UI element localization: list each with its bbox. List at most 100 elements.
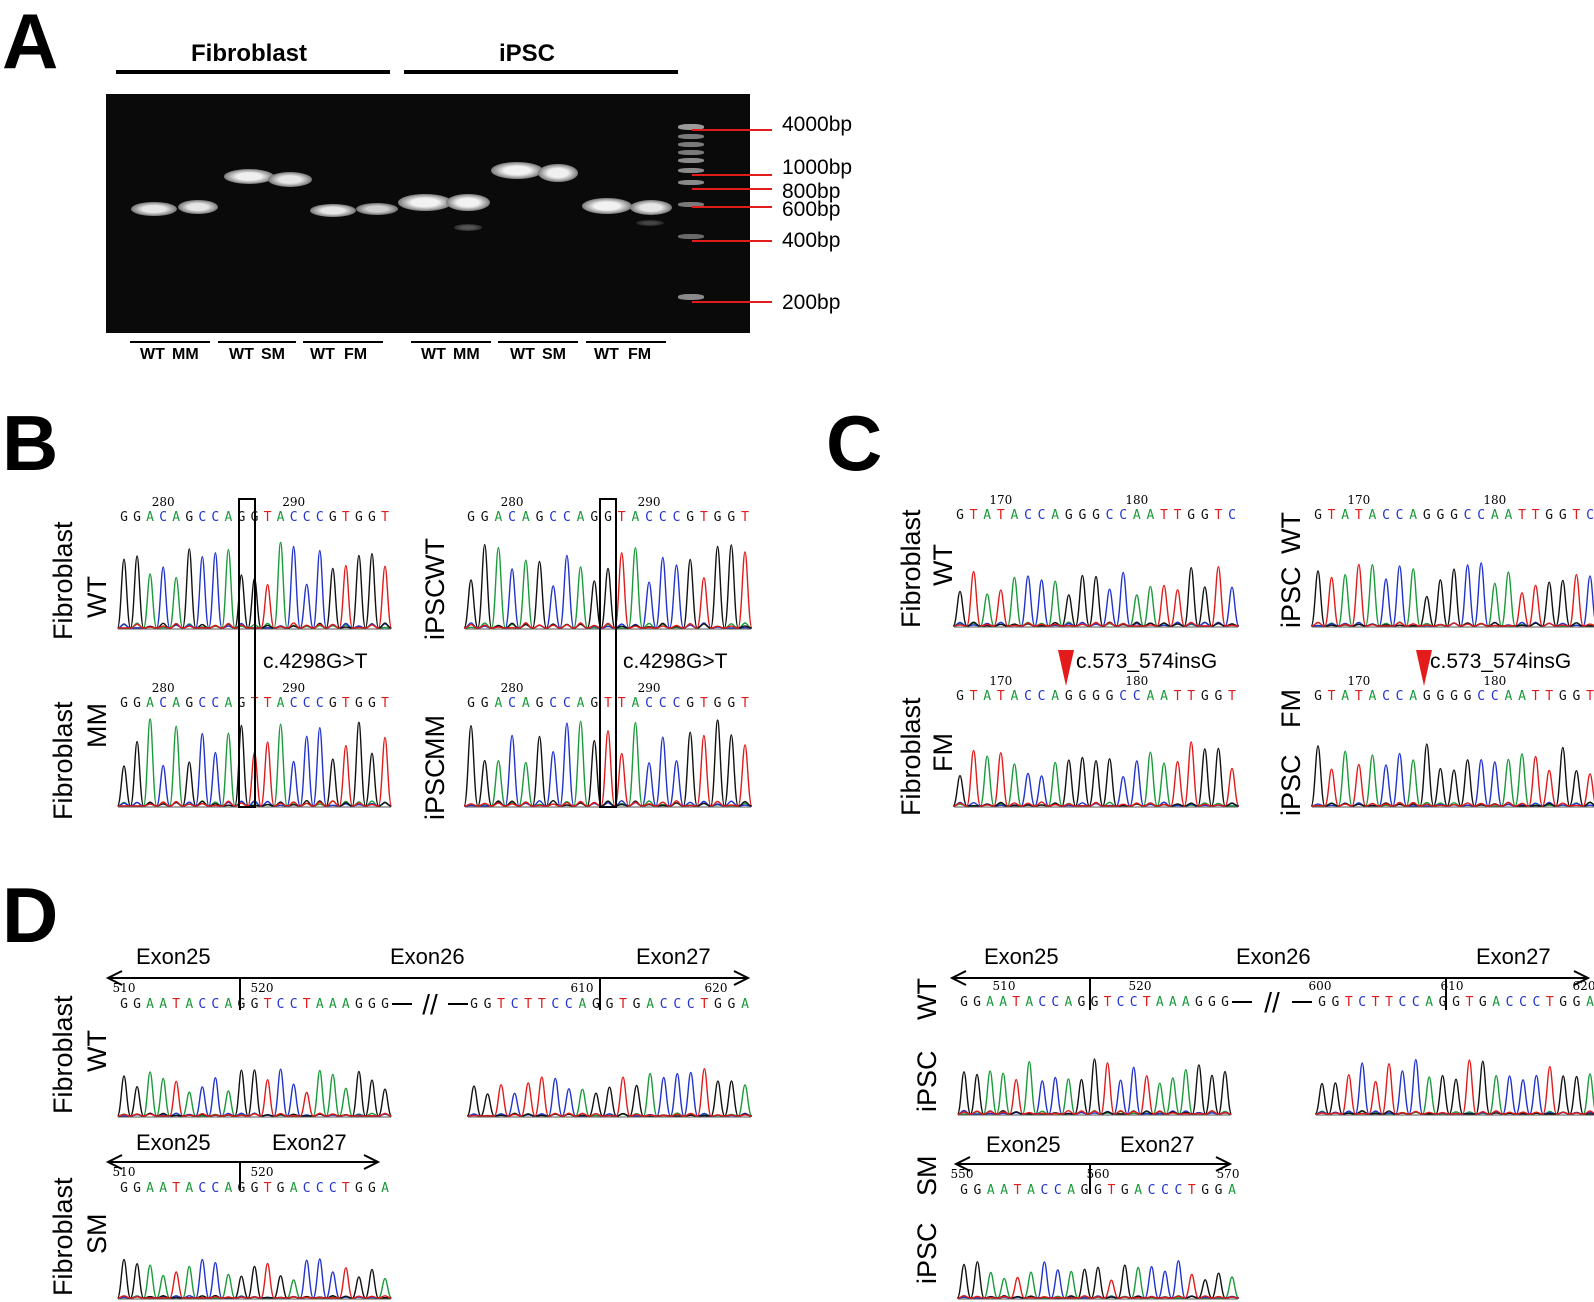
exon-arrow	[953, 1156, 971, 1172]
sequence-break: //	[422, 989, 438, 1020]
sequence-base: C	[508, 696, 516, 711]
sequence-base: G	[606, 997, 614, 1012]
sequence-base: C	[1477, 689, 1485, 704]
ladder-band	[678, 158, 704, 163]
exon-label-25-ipsc: Exon25	[984, 944, 1059, 969]
sequence-base: G	[1573, 995, 1581, 1010]
sequence-base: G	[368, 696, 376, 711]
sequence-base: G	[956, 508, 964, 523]
sequence-base: C	[1398, 995, 1406, 1010]
sequence-base: A	[1341, 508, 1349, 523]
sequence-base: C	[329, 1181, 337, 1196]
sequence-base: G	[467, 696, 475, 711]
sequence-base: G	[368, 1181, 376, 1196]
sequence-base: A	[1146, 689, 1154, 704]
sequence-base: T	[264, 1181, 272, 1196]
lane-group-line	[130, 341, 210, 343]
sequence-base: C	[303, 510, 311, 525]
sequence-base: G	[1439, 995, 1447, 1010]
sequence-base: T	[1174, 689, 1182, 704]
sequence-base: G	[251, 1181, 259, 1196]
sequence-base: A	[1156, 995, 1164, 1010]
chromatogram-trace	[1315, 1059, 1594, 1115]
sequence-base: G	[714, 696, 722, 711]
sequence-base: G	[355, 1181, 363, 1196]
gel-band	[356, 203, 398, 215]
exon-arrow	[1573, 970, 1591, 986]
sequence-base: G	[536, 696, 544, 711]
chromatogram-trace	[956, 1058, 1233, 1115]
sequence-base: A	[1409, 689, 1417, 704]
sequence-base: T	[618, 696, 626, 711]
sequence-base: G	[1187, 508, 1195, 523]
sequence-base: T	[1518, 508, 1526, 523]
gel-band	[454, 224, 482, 231]
sequence-base: A	[1160, 689, 1168, 704]
chromatogram-trace	[957, 1062, 1232, 1115]
marker-line-4000	[692, 129, 772, 131]
sequence-base: A	[381, 1181, 389, 1196]
sequence-base: T	[1572, 508, 1580, 523]
sequence-base: T	[1214, 508, 1222, 523]
position-label: 290	[282, 681, 305, 695]
chromatogram-trace	[467, 1071, 752, 1117]
sequence-base: C	[1464, 508, 1472, 523]
sequence-base: T	[700, 696, 708, 711]
gel-band	[630, 200, 672, 215]
sequence-base: C	[211, 997, 219, 1012]
sequence-base: C	[551, 997, 559, 1012]
position-label: 610	[1441, 979, 1464, 993]
chromatogram-trace	[953, 571, 1240, 627]
sequence-base: A	[185, 997, 193, 1012]
sequence-base: A	[224, 510, 232, 525]
sequence-base: A	[277, 510, 285, 525]
sequence-base: C	[1038, 995, 1046, 1010]
sequence-base: A	[1586, 995, 1594, 1010]
mutation-label-fibroblast-mm: c.4298G>T	[263, 650, 368, 673]
chromatogram-trace	[463, 543, 752, 629]
sequence-base: G	[1464, 689, 1472, 704]
mutation-label-ipsc-mm: c.4298G>T	[623, 650, 728, 673]
lane-label: SM	[542, 346, 566, 363]
sequence-base: G	[1092, 689, 1100, 704]
sequence-base: A	[631, 510, 639, 525]
lane-group-line	[303, 341, 383, 343]
sequence-base: A	[577, 696, 585, 711]
sequence-base: A	[1027, 1183, 1035, 1198]
exon-arrow	[1215, 1156, 1233, 1172]
lane-group-line	[498, 341, 578, 343]
chromatogram-trace	[957, 1066, 1232, 1115]
sequence-base: G	[1091, 995, 1099, 1010]
exon-label-27-ipsc: Exon27	[1476, 944, 1551, 969]
sequence-base: T	[1160, 508, 1168, 523]
sequence-base: T	[618, 510, 626, 525]
sample-label-c-ipsc-wt-line2: WT	[1276, 512, 1306, 554]
exon-label-26-ipsc: Exon26	[1236, 944, 1311, 969]
sequence-base: A	[329, 997, 337, 1012]
sequence-base: A	[290, 1181, 298, 1196]
sequence-base: C	[1106, 508, 1114, 523]
sequence-base: G	[686, 510, 694, 525]
sequence-base: A	[522, 696, 530, 711]
marker-line-200	[692, 301, 772, 303]
mutation-label-c-fibroblast: c.573_574insG	[1076, 650, 1218, 673]
sample-label-d-fibroblast-wt-line2: WT	[82, 1030, 112, 1072]
gel-band	[178, 200, 218, 214]
sequence-base: G	[1215, 1183, 1223, 1198]
sequence-base: T	[1328, 508, 1336, 523]
sequence-base: C	[1382, 689, 1390, 704]
sequence-base: A	[1133, 508, 1141, 523]
sequence-base: C	[687, 997, 695, 1012]
sequence-base: C	[1519, 995, 1527, 1010]
sample-label-c-fibroblast-fm-line1: Fibroblast	[896, 697, 926, 816]
sequence-base: C	[1117, 995, 1125, 1010]
sequence-base: T	[1546, 995, 1554, 1010]
sequence-base: G	[1559, 689, 1567, 704]
exon-arrow	[363, 1154, 381, 1170]
sequence-base: G	[728, 997, 736, 1012]
exon-label-27-ipsc-sm: Exon27	[1120, 1132, 1195, 1157]
sequence-base: G	[1450, 689, 1458, 704]
sequence-base: C	[1491, 689, 1499, 704]
sequence-base: T	[1104, 995, 1112, 1010]
sequence-base: C	[673, 696, 681, 711]
